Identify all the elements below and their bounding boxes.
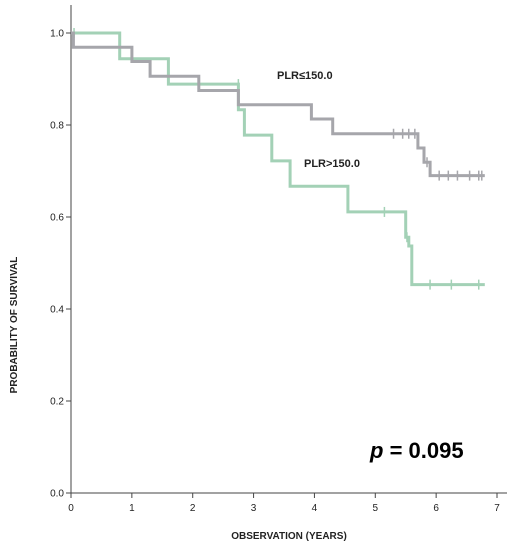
y-tick-label: 1.0 [50,29,64,40]
survival-curves [71,28,485,290]
y-tick-label: 0.2 [50,397,64,408]
y-tick-label: 0.6 [50,213,64,224]
x-tick-label: 0 [68,503,74,514]
p-value-text: = 0.095 [383,438,463,463]
y-axis-title: PROBABILITY OF SURVIVAL [9,257,20,394]
p-value-symbol: p [369,438,383,463]
x-tick-label: 5 [373,503,379,514]
x-tick-label: 4 [312,503,318,514]
x-axis-title: OBSERVATION (YEARS) [231,531,347,542]
x-tick-label: 6 [433,503,439,514]
series-label-plr-low: PLR≤150.0 [277,70,333,82]
y-tick-label: 0.0 [50,489,64,500]
x-tick-label: 1 [129,503,135,514]
y-tick-label: 0.4 [50,305,64,316]
x-tick-label: 2 [190,503,196,514]
x-axis: 0 1 2 3 4 5 6 7 [68,492,507,514]
series-label-plr-high: PLR>150.0 [304,158,360,170]
y-axis: 0.0 0.2 0.4 0.6 0.8 1.0 [50,5,72,500]
survival-step-line [71,31,485,287]
y-tick-label: 0.8 [50,121,64,132]
survival-step-line [71,31,485,178]
x-tick-label: 7 [494,503,500,514]
x-tick-label: 3 [251,503,257,514]
series-group-0 [71,31,485,181]
p-value-annotation: p = 0.095 [369,438,464,463]
